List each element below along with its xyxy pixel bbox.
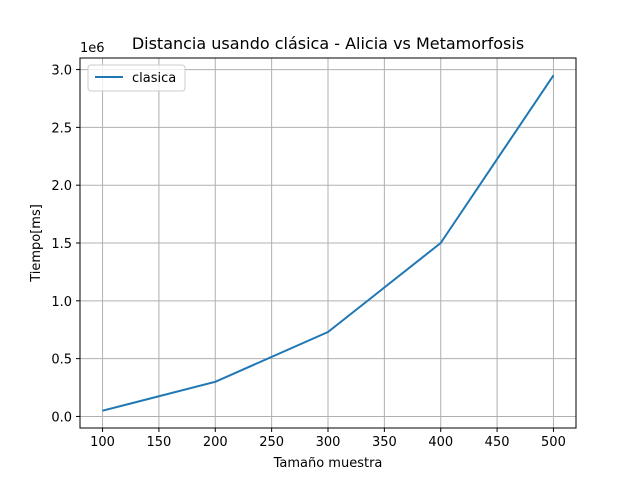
y-tick-label: 0.0 [51, 410, 72, 425]
legend-box [87, 64, 186, 92]
x-axis-label: Tamaño muestra [273, 456, 383, 471]
y-tick-label: 0.5 [51, 353, 72, 368]
y-tick-label: 2.0 [51, 179, 72, 194]
y-axis-label: Tiempo[ms] [29, 204, 44, 283]
x-tick-label: 400 [428, 435, 453, 450]
x-tick-label: 300 [316, 435, 341, 450]
legend: clasica [87, 64, 186, 92]
series-layer [102, 74, 555, 412]
y-tick-label: 2.5 [51, 121, 72, 136]
axis-ticks: 100 150 200 250 300 350 400 450 500 0.0 0.5 1.0 1.5 2… [51, 64, 566, 450]
x-tick-label: 350 [372, 435, 397, 450]
legend-label-clasica: clasica [132, 71, 176, 86]
y-tick-label: 3.0 [51, 64, 72, 79]
x-tick-label: 150 [146, 435, 171, 450]
x-tick-label: 250 [259, 435, 284, 450]
grid-lines [80, 58, 576, 428]
x-tick-label: 500 [541, 435, 566, 450]
y-offset-label: 1e6 [80, 41, 105, 56]
series-line-clasica [102, 74, 555, 412]
y-tick-label: 1.0 [51, 295, 72, 310]
x-tick-label: 100 [90, 435, 115, 450]
chart-title: Distancia usando clásica - Alicia vs Met… [132, 34, 524, 53]
x-tick-label: 450 [485, 435, 510, 450]
x-tick-label: 200 [203, 435, 228, 450]
y-tick-label: 1.5 [51, 237, 72, 252]
